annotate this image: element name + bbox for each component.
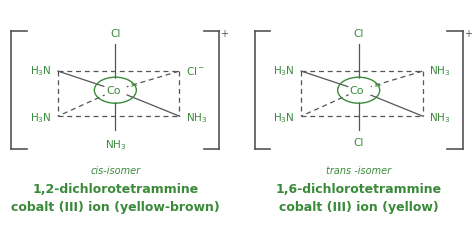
- Text: Co: Co: [349, 86, 364, 96]
- Text: Co: Co: [106, 86, 120, 96]
- Text: H$_3$N: H$_3$N: [273, 64, 294, 77]
- Text: +: +: [220, 29, 228, 39]
- Text: NH$_3$: NH$_3$: [429, 64, 451, 77]
- Text: cobalt (III) ion (yellow): cobalt (III) ion (yellow): [279, 200, 438, 213]
- Text: Cl: Cl: [110, 29, 120, 39]
- Text: NH$_3$: NH$_3$: [186, 111, 208, 125]
- Text: 3+: 3+: [373, 82, 383, 87]
- Text: Cl: Cl: [354, 137, 364, 147]
- Text: 1,2-dichlorotetrammine: 1,2-dichlorotetrammine: [32, 182, 199, 195]
- Text: Cl$^-$: Cl$^-$: [186, 64, 205, 76]
- Text: 3+: 3+: [130, 82, 139, 87]
- Text: +: +: [464, 29, 472, 39]
- Text: NH$_3$: NH$_3$: [105, 137, 126, 151]
- Text: cobalt (III) ion (yellow-brown): cobalt (III) ion (yellow-brown): [11, 200, 220, 213]
- Text: H$_3$N: H$_3$N: [273, 111, 294, 125]
- Text: Cl: Cl: [354, 29, 364, 39]
- Text: cis-isomer: cis-isomer: [90, 166, 140, 176]
- Text: NH$_3$: NH$_3$: [429, 111, 451, 125]
- Text: H$_3$N: H$_3$N: [30, 64, 51, 77]
- Text: 1,6-dichlorotetrammine: 1,6-dichlorotetrammine: [275, 182, 442, 195]
- Text: H$_3$N: H$_3$N: [30, 111, 51, 125]
- Text: trans -isomer: trans -isomer: [326, 166, 391, 176]
